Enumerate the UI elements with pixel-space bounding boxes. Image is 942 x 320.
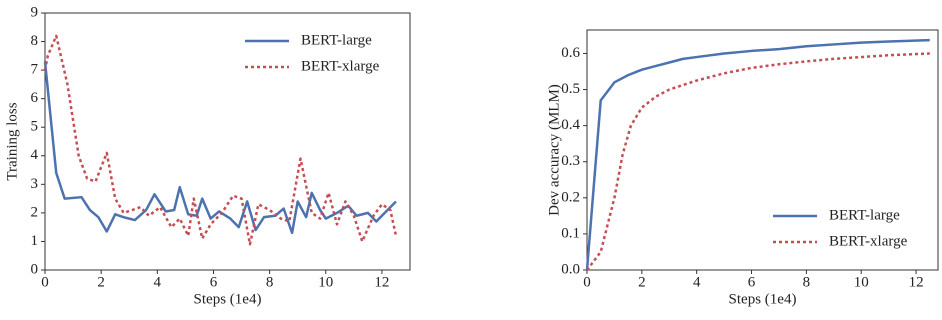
y-tick-label: 7 [31,62,39,78]
line-series [43,34,398,246]
legend-label: BERT-large [829,207,900,223]
y-tick-label: 0.3 [561,153,580,169]
x-tick-label: 4 [154,274,162,290]
y-tick-label: 0.4 [561,117,580,133]
x-tick-label: 8 [266,274,274,290]
y-tick-label: 4 [31,147,39,163]
legend-label: BERT-xlarge [829,233,908,249]
y-tick-label: 0.6 [561,45,580,61]
x-axis-label: Steps (1e4) [729,291,797,307]
plot-frame [586,29,939,271]
x-tick-label: 2 [97,274,105,290]
y-tick-label: 0.1 [561,225,580,241]
x-tick-label: 4 [693,274,701,290]
x-tick-label: 8 [803,274,811,290]
x-tick-label: 10 [854,274,869,290]
legend-label: BERT-xlarge [301,58,380,74]
x-tick-label: 2 [638,274,646,290]
y-tick-label: 0 [31,261,39,277]
y-tick-label: 0.0 [561,261,580,277]
line-series [586,52,930,271]
y-axis-label: Training loss [4,102,20,180]
x-tick-label: 12 [374,274,389,290]
legend-label: BERT-large [301,32,372,48]
line-series [43,61,397,235]
y-tick-label: 0.5 [561,81,580,97]
y-tick-label: 8 [31,33,39,49]
y-tick-label: 5 [31,119,39,135]
y-tick-label: 0.2 [561,189,580,205]
x-tick-label: 0 [41,274,49,290]
line-series [585,38,930,271]
x-tick-label: 0 [583,274,591,290]
y-tick-label: 2 [31,204,39,220]
x-tick-label: 12 [909,274,924,290]
y-axis-label: Dev accuracy (MLM) [546,84,562,216]
x-tick-label: 6 [748,274,756,290]
x-tick-label: 10 [318,274,333,290]
y-tick-label: 9 [31,4,39,20]
x-axis-label: Steps (1e4) [194,291,262,307]
y-tick-label: 6 [31,90,39,106]
plot-frame [44,12,411,271]
x-tick-label: 6 [210,274,218,290]
y-tick-label: 3 [31,176,39,192]
y-tick-label: 1 [31,233,39,249]
